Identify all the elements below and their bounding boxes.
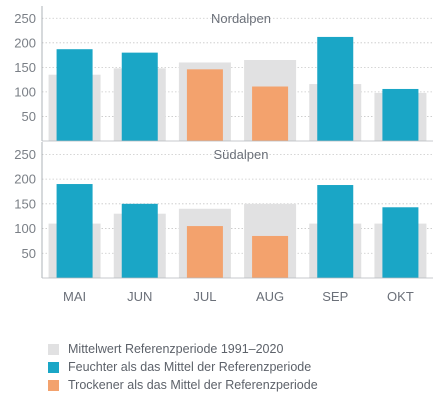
legend-item-drier: Trockener als das Mittel der Referenzper… — [48, 376, 318, 394]
y-tick-label: 200 — [14, 35, 36, 50]
value-bar — [56, 184, 93, 278]
value-bar — [317, 36, 354, 141]
x-tick-label: MAI — [63, 289, 86, 304]
legend-label-wetter: Feuchter als das Mittel der Referenzperi… — [68, 360, 312, 374]
panel-title: Nordalpen — [211, 11, 271, 26]
y-tick-label: 250 — [14, 147, 36, 162]
x-axis-labels: MAI JUN JUL AUG SEP OKT — [63, 289, 414, 304]
legend-label-reference: Mittelwert Referenzperiode 1991–2020 — [68, 342, 284, 356]
value-bar — [186, 226, 223, 278]
legend-swatch-drier — [48, 379, 59, 391]
legend-swatch-wetter — [48, 361, 59, 373]
legend-label-drier: Trockener als das Mittel der Referenzper… — [68, 378, 318, 392]
value-bar — [252, 235, 289, 278]
chart-legend: Mittelwert Referenzperiode 1991–2020 Feu… — [48, 340, 318, 394]
y-tick-label: 150 — [14, 196, 36, 211]
chart-panel-1: 50 100 150 200 250 Nordalpen — [14, 6, 433, 142]
value-bar — [121, 203, 158, 278]
y-tick-label: 50 — [22, 109, 36, 124]
y-tick-label: 100 — [14, 221, 36, 236]
value-bar — [382, 207, 419, 278]
x-tick-label: SEP — [322, 289, 348, 304]
value-bar — [382, 88, 419, 141]
chart-panel-2: 50 100 150 200 250 Südalpen — [14, 142, 433, 279]
x-tick-label: AUG — [256, 289, 284, 304]
value-bar — [252, 86, 289, 141]
y-tick-label: 150 — [14, 60, 36, 75]
legend-swatch-reference — [48, 343, 59, 355]
value-bar — [121, 52, 158, 141]
value-bar — [56, 49, 93, 142]
precipitation-chart: 50 100 150 200 250 Nordalpen 50 100 150 200 250 Süd… — [14, 6, 433, 304]
y-tick-label: 200 — [14, 172, 36, 187]
value-bar — [317, 185, 354, 278]
value-bar — [186, 69, 223, 141]
x-tick-label: JUL — [193, 289, 216, 304]
y-tick-label: 100 — [14, 84, 36, 99]
legend-item-reference: Mittelwert Referenzperiode 1991–2020 — [48, 340, 318, 358]
x-tick-label: OKT — [387, 289, 414, 304]
y-tick-label: 250 — [14, 11, 36, 26]
legend-item-wetter: Feuchter als das Mittel der Referenzperi… — [48, 358, 318, 376]
y-tick-label: 50 — [22, 246, 36, 261]
x-tick-label: JUN — [127, 289, 152, 304]
panel-title: Südalpen — [214, 147, 269, 162]
